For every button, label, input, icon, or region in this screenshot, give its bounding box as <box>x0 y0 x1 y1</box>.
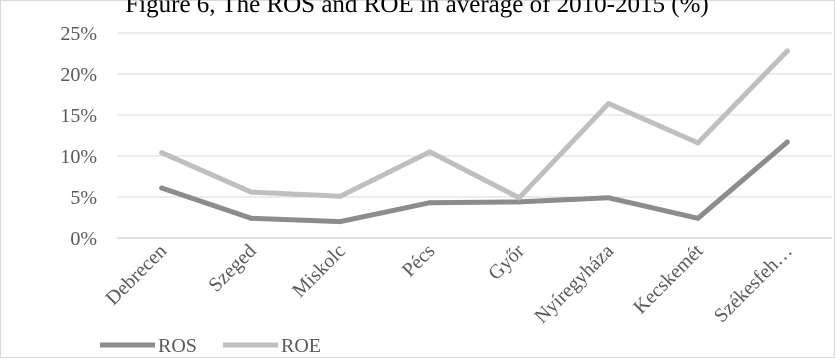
gridlines <box>117 32 832 239</box>
data-point-ros <box>159 185 165 191</box>
data-point-ros <box>695 215 701 221</box>
data-point-ros <box>784 139 790 145</box>
data-point-roe <box>159 150 165 156</box>
series-line-ros <box>159 139 790 225</box>
data-point-ros <box>337 219 343 225</box>
data-point-ros <box>248 215 254 221</box>
legend: ROS ROE <box>100 335 321 357</box>
chart-title: Figure 6, The ROS and ROE in average of … <box>125 0 708 18</box>
data-point-ros <box>606 195 612 201</box>
data-point-roe <box>516 195 522 201</box>
legend-label: ROS <box>158 335 197 357</box>
data-point-ros <box>516 199 522 205</box>
data-point-roe <box>606 101 612 107</box>
y-tick-label: 5% <box>70 187 97 209</box>
data-point-roe <box>695 140 701 146</box>
data-point-roe <box>248 189 254 195</box>
y-tick-label: 20% <box>60 64 97 86</box>
data-point-ros <box>427 200 433 206</box>
y-tick-label: 25% <box>60 23 97 45</box>
data-point-roe <box>337 193 343 199</box>
y-tick-label: 0% <box>70 228 97 250</box>
legend-label: ROE <box>281 335 321 357</box>
y-tick-label: 10% <box>60 146 97 168</box>
y-tick-label: 15% <box>60 105 97 127</box>
series-line-roe <box>159 48 790 201</box>
data-point-roe <box>784 48 790 54</box>
y-axis-tick-labels: 0% 5% 10% 15% 20% 25% <box>60 23 97 250</box>
data-point-roe <box>427 149 433 155</box>
series-lines <box>159 48 790 225</box>
